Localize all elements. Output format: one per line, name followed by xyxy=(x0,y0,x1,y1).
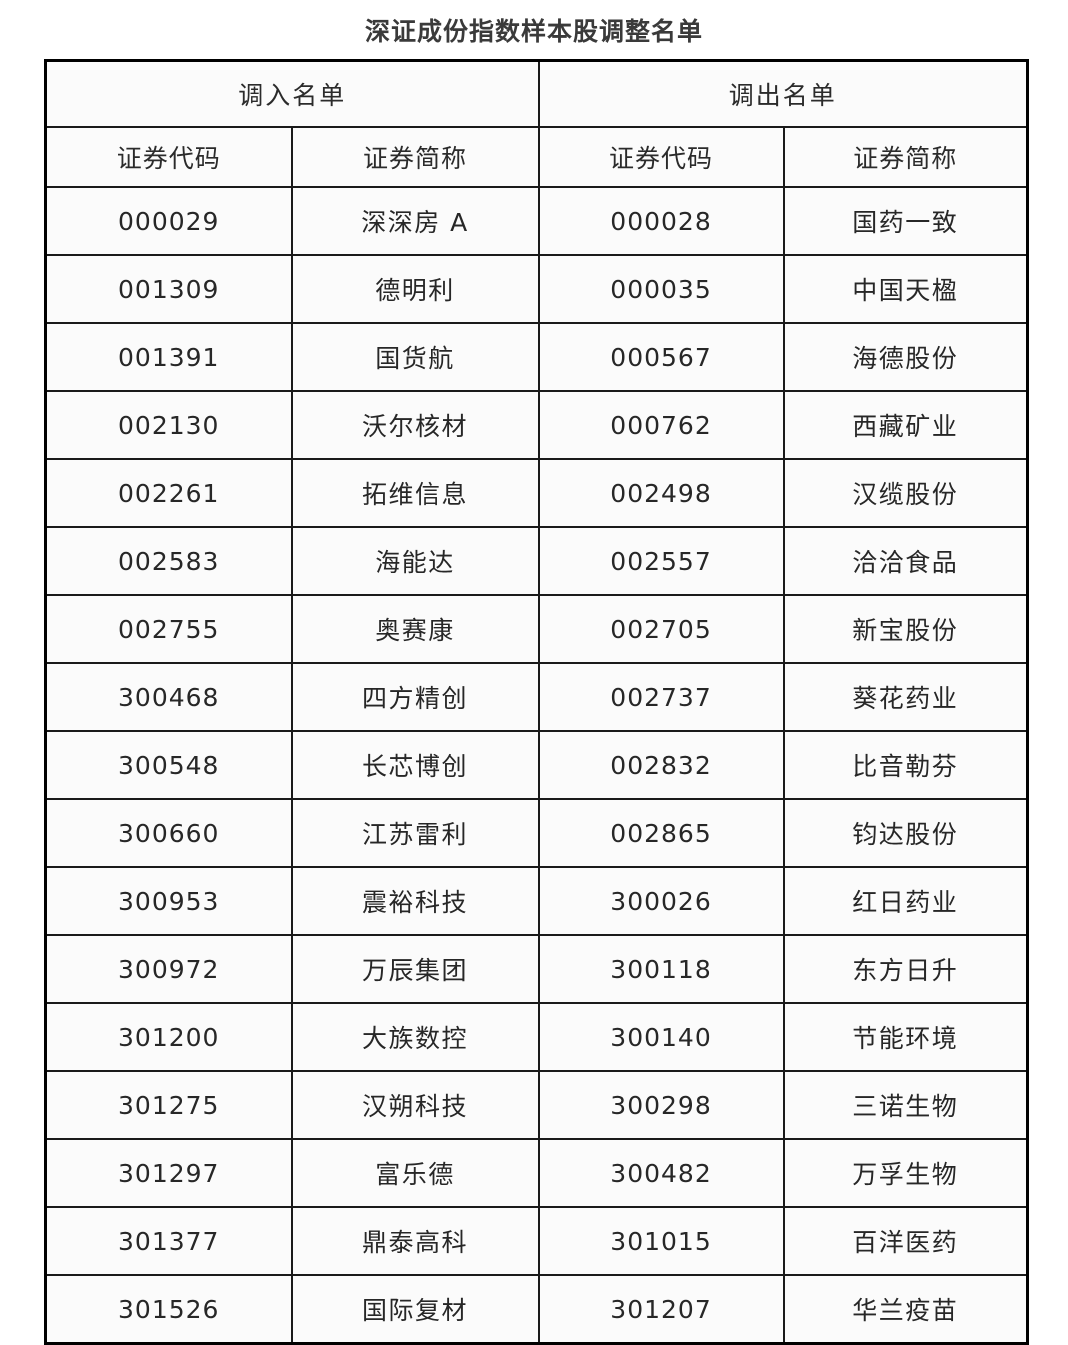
cell-out-name: 万孚生物 xyxy=(782,1138,1029,1208)
cell-out-code: 002737 xyxy=(537,662,785,732)
cell-in-name: 国货航 xyxy=(290,322,540,392)
cell-out-name: 钧达股份 xyxy=(782,798,1029,868)
cell-in-code: 000029 xyxy=(44,186,293,256)
cell-in-code: 300953 xyxy=(44,866,293,936)
cell-out-code: 301207 xyxy=(537,1274,785,1345)
table-row: 002261 拓维信息 002498 汉缆股份 xyxy=(44,458,1029,528)
cell-out-code: 002865 xyxy=(537,798,785,868)
index-adjustment-table: 调入名单 调出名单 证券代码 证券简称 证券代码 证券简称 000029 深深房 … xyxy=(44,59,1030,1345)
cell-out-name: 海德股份 xyxy=(782,322,1029,392)
cell-out-code: 000567 xyxy=(537,322,785,392)
cell-in-code: 002261 xyxy=(44,458,293,528)
cell-out-name: 洽洽食品 xyxy=(782,526,1029,596)
cell-in-code: 301297 xyxy=(44,1138,293,1208)
table-row: 001391 国货航 000567 海德股份 xyxy=(44,322,1029,392)
cell-out-code: 002498 xyxy=(537,458,785,528)
cell-out-name: 比音勒芬 xyxy=(782,730,1029,800)
cell-out-code: 002832 xyxy=(537,730,785,800)
cell-in-code: 301526 xyxy=(44,1274,293,1345)
page-title: 深证成份指数样本股调整名单 xyxy=(364,17,703,46)
table-row: 301526 国际复材 301207 华兰疫苗 xyxy=(44,1274,1029,1345)
column-header-in-code: 证券代码 xyxy=(44,126,293,188)
table-row: 300548 长芯博创 002832 比音勒芬 xyxy=(44,730,1029,800)
cell-out-code: 002557 xyxy=(537,526,785,596)
cell-in-code: 301275 xyxy=(44,1070,293,1140)
cell-out-name: 百洋医药 xyxy=(782,1206,1029,1276)
cell-out-code: 301015 xyxy=(537,1206,785,1276)
cell-out-code: 300482 xyxy=(537,1138,785,1208)
cell-in-code: 002130 xyxy=(44,390,293,460)
column-header-row: 证券代码 证券简称 证券代码 证券简称 xyxy=(44,126,1029,188)
group-header-inclusions: 调入名单 xyxy=(44,59,540,128)
table-row: 002130 沃尔核材 000762 西藏矿业 xyxy=(44,390,1029,460)
table-row: 301200 大族数控 300140 节能环境 xyxy=(44,1002,1029,1072)
cell-out-code: 000028 xyxy=(537,186,785,256)
cell-in-name: 万辰集团 xyxy=(290,934,540,1004)
cell-out-name: 新宝股份 xyxy=(782,594,1029,664)
table-row: 301297 富乐德 300482 万孚生物 xyxy=(44,1138,1029,1208)
cell-in-name: 四方精创 xyxy=(290,662,540,732)
cell-in-name: 奥赛康 xyxy=(290,594,540,664)
cell-in-code: 002755 xyxy=(44,594,293,664)
cell-in-name: 国际复材 xyxy=(290,1274,540,1345)
cell-out-name: 华兰疫苗 xyxy=(782,1274,1029,1345)
cell-out-code: 000762 xyxy=(537,390,785,460)
cell-out-name: 节能环境 xyxy=(782,1002,1029,1072)
cell-in-code: 301200 xyxy=(44,1002,293,1072)
cell-in-name: 江苏雷利 xyxy=(290,798,540,868)
cell-in-code: 300468 xyxy=(44,662,293,732)
cell-out-code: 002705 xyxy=(537,594,785,664)
table-container: 调入名单 调出名单 证券代码 证券简称 证券代码 证券简称 000029 深深房 … xyxy=(44,59,1030,1345)
cell-out-code: 300026 xyxy=(537,866,785,936)
column-header-out-name: 证券简称 xyxy=(782,126,1029,188)
cell-in-code: 301377 xyxy=(44,1206,293,1276)
column-header-out-code: 证券代码 xyxy=(537,126,785,188)
cell-out-name: 中国天楹 xyxy=(782,254,1029,324)
table-row: 001309 德明利 000035 中国天楹 xyxy=(44,254,1029,324)
cell-in-code: 001309 xyxy=(44,254,293,324)
table-row: 300972 万辰集团 300118 东方日升 xyxy=(44,934,1029,1004)
table-row: 002583 海能达 002557 洽洽食品 xyxy=(44,526,1029,596)
cell-in-code: 001391 xyxy=(44,322,293,392)
table-row: 000029 深深房 A 000028 国药一致 xyxy=(44,186,1029,256)
cell-out-name: 三诺生物 xyxy=(782,1070,1029,1140)
cell-in-code: 300660 xyxy=(44,798,293,868)
table-row: 300953 震裕科技 300026 红日药业 xyxy=(44,866,1029,936)
cell-in-name: 长芯博创 xyxy=(290,730,540,800)
cell-in-name: 德明利 xyxy=(290,254,540,324)
cell-in-name: 拓维信息 xyxy=(290,458,540,528)
cell-in-name: 震裕科技 xyxy=(290,866,540,936)
cell-out-name: 汉缆股份 xyxy=(782,458,1029,528)
cell-in-name: 鼎泰高科 xyxy=(290,1206,540,1276)
table-body: 000029 深深房 A 000028 国药一致 001309 德明利 000035 中国天楹… xyxy=(44,186,1029,1345)
cell-out-code: 300140 xyxy=(537,1002,785,1072)
table-row: 301275 汉朔科技 300298 三诺生物 xyxy=(44,1070,1029,1140)
table-row: 301377 鼎泰高科 301015 百洋医药 xyxy=(44,1206,1029,1276)
group-header-exclusions: 调出名单 xyxy=(537,59,1029,128)
cell-in-name: 海能达 xyxy=(290,526,540,596)
cell-in-code: 300548 xyxy=(44,730,293,800)
cell-out-name: 红日药业 xyxy=(782,866,1029,936)
cell-in-name: 大族数控 xyxy=(290,1002,540,1072)
cell-out-name: 西藏矿业 xyxy=(782,390,1029,460)
cell-in-name: 汉朔科技 xyxy=(290,1070,540,1140)
cell-in-code: 300972 xyxy=(44,934,293,1004)
table-row: 300660 江苏雷利 002865 钧达股份 xyxy=(44,798,1029,868)
cell-out-name: 国药一致 xyxy=(782,186,1029,256)
table-row: 300468 四方精创 002737 葵花药业 xyxy=(44,662,1029,732)
group-header-row: 调入名单 调出名单 xyxy=(44,59,1029,128)
cell-in-name: 富乐德 xyxy=(290,1138,540,1208)
column-header-in-name: 证券简称 xyxy=(290,126,540,188)
cell-out-name: 葵花药业 xyxy=(782,662,1029,732)
cell-out-code: 300118 xyxy=(537,934,785,1004)
cell-in-name: 沃尔核材 xyxy=(290,390,540,460)
cell-in-code: 002583 xyxy=(44,526,293,596)
cell-out-name: 东方日升 xyxy=(782,934,1029,1004)
cell-out-code: 000035 xyxy=(537,254,785,324)
table-head: 调入名单 调出名单 证券代码 证券简称 证券代码 证券简称 xyxy=(44,59,1029,188)
cell-in-name: 深深房 A xyxy=(290,186,540,256)
table-row: 002755 奥赛康 002705 新宝股份 xyxy=(44,594,1029,664)
cell-out-code: 300298 xyxy=(537,1070,785,1140)
